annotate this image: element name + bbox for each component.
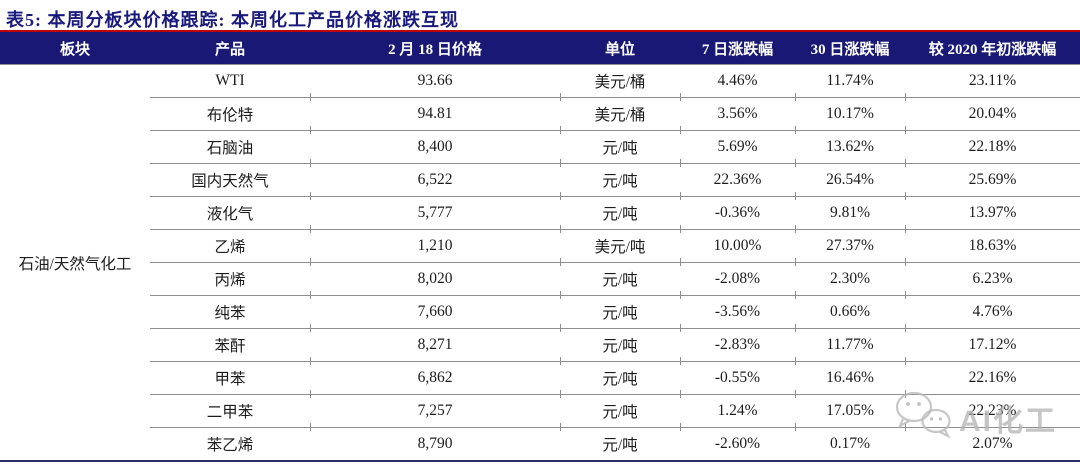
table-row: 甲苯 6,862 元/吨 -0.55% 16.46% 22.16%	[0, 361, 1080, 398]
cell-unit: 元/吨	[559, 295, 680, 332]
cell-chg-30d: 26.54%	[794, 163, 905, 200]
cell-unit: 元/吨	[560, 427, 680, 462]
cell-chg-ytd: 6.23%	[904, 262, 1080, 299]
cell-chg-ytd: 17.12%	[904, 328, 1080, 365]
red-divider-rule	[0, 30, 1080, 32]
cell-chg-ytd: 25.69%	[904, 163, 1080, 200]
table-row: 二甲苯 7,257 元/吨 1.24% 17.05% 22.23%	[0, 394, 1080, 431]
cell-chg-30d: 27.37%	[794, 229, 905, 266]
cell-unit: 美元/桶	[559, 64, 680, 102]
cell-chg-30d: 0.17%	[795, 427, 905, 462]
header-cell-2: 2 月 18 日价格	[310, 32, 560, 65]
cell-chg-7d: 3.56%	[679, 97, 795, 134]
cell-chg-7d: -2.08%	[679, 262, 795, 299]
cell-chg-30d: 9.81%	[794, 196, 905, 233]
cell-price: 8,790	[310, 427, 560, 462]
cell-chg-ytd: 22.23%	[904, 394, 1080, 431]
header-cell-6: 较 2020 年初涨跌幅	[905, 32, 1080, 65]
cell-chg-ytd: 22.18%	[904, 130, 1080, 167]
cell-price: 8,020	[309, 262, 560, 299]
cell-product: 苯酐	[150, 328, 310, 362]
cell-product: 二甲苯	[150, 394, 310, 428]
cell-price: 8,400	[309, 130, 560, 167]
cell-chg-30d: 13.62%	[794, 130, 905, 167]
cell-product: 乙烯	[150, 229, 310, 263]
cell-unit: 元/吨	[559, 163, 680, 200]
cell-unit: 美元/吨	[559, 229, 680, 266]
table-row: 液化气 5,777 元/吨 -0.36% 9.81% 13.97%	[0, 196, 1080, 233]
cell-chg-ytd: 18.63%	[904, 229, 1080, 266]
cell-price: 7,660	[309, 295, 560, 332]
table-header-row: 板块 产品 2 月 18 日价格 单位 7 日涨跌幅 30 日涨跌幅较 2020 年初涨跌…	[0, 32, 1080, 65]
cell-product: 布伦特	[150, 97, 310, 131]
cell-product: WTI	[150, 64, 310, 98]
cell-chg-7d: -2.83%	[679, 328, 795, 365]
cell-price: 6,862	[309, 361, 560, 398]
cell-product: 液化气	[150, 196, 310, 230]
cell-price: 1,210	[309, 229, 560, 266]
cell-unit: 元/吨	[559, 361, 680, 398]
table-row: 布伦特 94.81 美元/桶 3.56% 10.17% 20.04%	[0, 97, 1080, 134]
header-cell-4: 7 日涨跌幅	[680, 32, 795, 65]
cell-product: 甲苯	[150, 361, 310, 395]
cell-unit: 元/吨	[559, 328, 680, 365]
cell-price: 94.81	[309, 97, 560, 134]
cell-price: 8,271	[309, 328, 560, 365]
cell-product: 石脑油	[150, 130, 310, 164]
cell-product: 纯苯	[150, 295, 310, 329]
cell-price: 93.66	[309, 64, 560, 102]
cell-product: 丙烯	[150, 262, 310, 296]
page-title: 表5: 本周分板块价格跟踪: 本周化工产品价格涨跌互现	[6, 10, 459, 30]
cell-price: 7,257	[309, 394, 560, 431]
cell-chg-7d: 22.36%	[679, 163, 795, 200]
price-table: 板块 产品 2 月 18 日价格 单位 7 日涨跌幅 30 日涨跌幅较 2020 年初涨跌…	[0, 32, 1080, 462]
cell-unit: 元/吨	[559, 196, 680, 233]
cell-unit: 元/吨	[559, 394, 680, 431]
cell-chg-7d: 4.46%	[679, 64, 795, 102]
cell-chg-30d: 17.05%	[794, 394, 905, 431]
cell-product: 国内天然气	[150, 163, 310, 197]
cell-chg-7d: 1.24%	[679, 394, 795, 431]
table-row: 石脑油 8,400 元/吨 5.69% 13.62% 22.18%	[0, 130, 1080, 167]
cell-chg-30d: 2.30%	[794, 262, 905, 299]
sector-cell: 石油/天然气化工	[0, 64, 150, 462]
table-row: 国内天然气 6,522 元/吨 22.36% 26.54% 25.69%	[0, 163, 1080, 200]
cell-chg-30d: 11.77%	[794, 328, 905, 365]
cell-chg-30d: 11.74%	[794, 64, 905, 102]
cell-chg-30d: 0.66%	[794, 295, 905, 332]
cell-chg-ytd: 2.07%	[905, 427, 1080, 462]
cell-chg-ytd: 22.16%	[904, 361, 1080, 398]
cell-chg-7d: -3.56%	[679, 295, 795, 332]
header-cell-5: 30 日涨跌幅	[795, 32, 905, 65]
table-row: 纯苯 7,660 元/吨 -3.56% 0.66% 4.76%	[0, 295, 1080, 332]
header-cell-0: 板块	[0, 32, 150, 65]
cell-unit: 元/吨	[559, 262, 680, 299]
table-row: 苯酐 8,271 元/吨 -2.83% 11.77% 17.12%	[0, 328, 1080, 365]
cell-chg-7d: 10.00%	[679, 229, 795, 266]
table-row: 乙烯 1,210 美元/吨 10.00% 27.37% 18.63%	[0, 229, 1080, 266]
table-row: 石油/天然气化工 WTI 93.66 美元/桶 4.46% 11.74% 23.11%	[0, 64, 1080, 462]
cell-chg-ytd: 13.97%	[904, 196, 1080, 233]
cell-chg-ytd: 4.76%	[904, 295, 1080, 332]
cell-chg-ytd: 20.04%	[904, 97, 1080, 134]
cell-price: 6,522	[309, 163, 560, 200]
cell-product: 苯乙烯	[150, 427, 310, 462]
table-row: 丙烯 8,020 元/吨 -2.08% 2.30% 6.23%	[0, 262, 1080, 299]
cell-chg-7d: -2.60%	[680, 427, 795, 462]
cell-price: 5,777	[309, 196, 560, 233]
cell-chg-7d: -0.36%	[679, 196, 795, 233]
cell-unit: 元/吨	[559, 130, 680, 167]
cell-chg-7d: -0.55%	[679, 361, 795, 398]
header-cell-3: 单位	[560, 32, 680, 65]
header-cell-1: 产品	[150, 32, 310, 65]
cell-chg-30d: 16.46%	[794, 361, 905, 398]
table-row: 苯乙烯 8,790 元/吨 -2.60% 0.17% 2.07%	[0, 427, 1080, 462]
cell-chg-30d: 10.17%	[794, 97, 905, 134]
cell-chg-7d: 5.69%	[679, 130, 795, 167]
cell-unit: 美元/桶	[559, 97, 680, 134]
cell-chg-ytd: 23.11%	[904, 64, 1080, 102]
